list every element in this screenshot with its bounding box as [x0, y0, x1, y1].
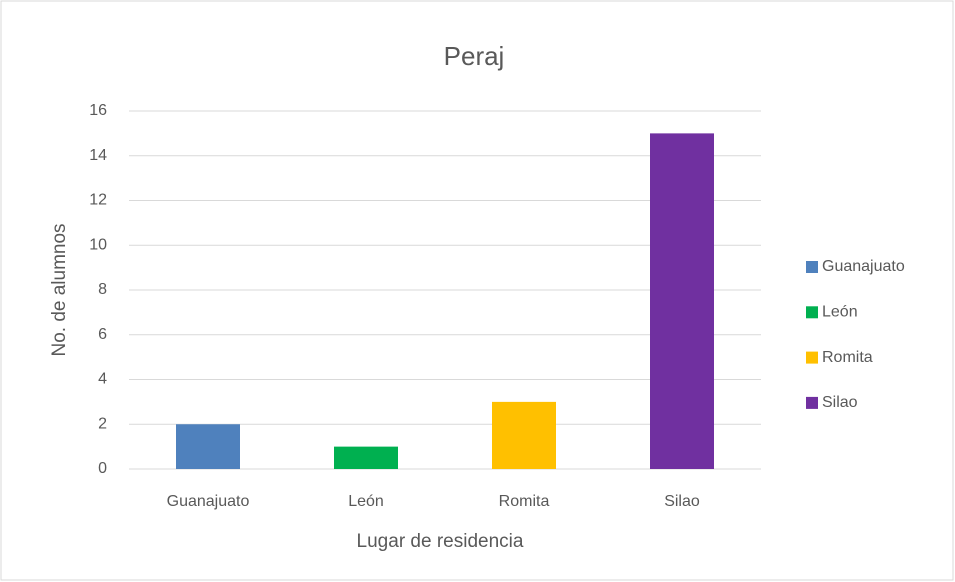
bar — [650, 133, 714, 469]
y-tick-label: 12 — [89, 192, 107, 209]
y-tick-label: 4 — [98, 371, 107, 388]
legend-swatch — [806, 306, 818, 319]
y-axis-label: No. de alumnos — [49, 223, 70, 356]
x-tick-label: Silao — [664, 493, 700, 510]
bar — [334, 446, 398, 469]
bar — [492, 401, 556, 469]
legend-swatch — [806, 396, 818, 409]
x-tick-label: Guanajuato — [167, 493, 250, 510]
legend-label: Silao — [822, 394, 858, 411]
legend-label: León — [822, 304, 858, 321]
legend-label: Romita — [822, 349, 873, 366]
x-tick-label: Romita — [499, 493, 550, 510]
bar — [176, 424, 240, 469]
x-tick-label: León — [348, 493, 384, 510]
chart-title: Peraj — [444, 41, 505, 71]
y-tick-label: 0 — [98, 460, 107, 477]
legend-label: Guanajuato — [822, 258, 905, 275]
y-tick-label: 16 — [89, 102, 107, 119]
y-tick-label: 14 — [89, 147, 107, 164]
legend-swatch — [806, 351, 818, 364]
y-tick-label: 8 — [98, 281, 107, 298]
y-tick-label: 10 — [89, 236, 107, 253]
y-tick-label: 2 — [98, 415, 107, 432]
legend-swatch — [806, 261, 818, 273]
x-axis-label: Lugar de residencia — [357, 531, 524, 552]
y-tick-label: 6 — [98, 326, 107, 343]
